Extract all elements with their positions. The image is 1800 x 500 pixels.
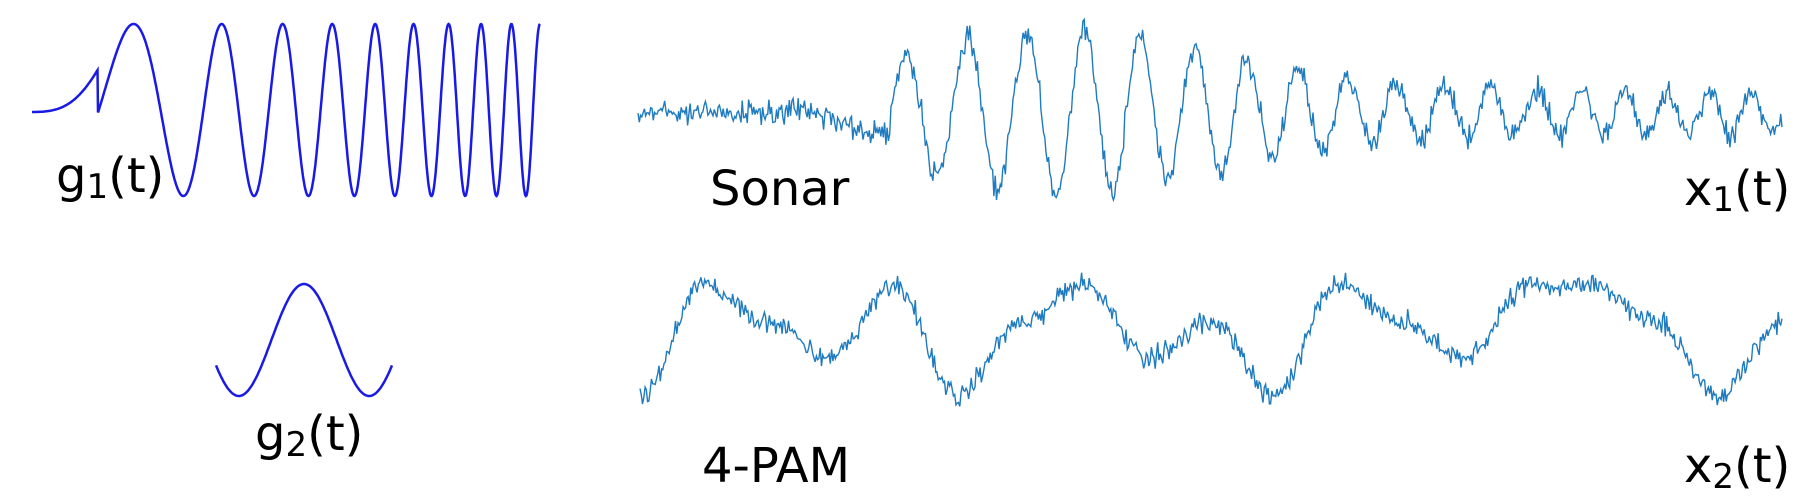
x1-label: x1(t) <box>1684 161 1791 220</box>
g2-pulse <box>214 282 394 398</box>
x2-pam-signal <box>639 272 1783 407</box>
pam-label: 4-PAM <box>702 438 850 494</box>
g1-label: g1(t) <box>56 148 165 207</box>
sonar-label: Sonar <box>710 161 850 217</box>
x1-sonar-signal <box>637 17 1783 203</box>
g1-chirp-pulse <box>32 22 541 198</box>
g2-label: g2(t) <box>255 406 364 465</box>
x2-label: x2(t) <box>1684 438 1791 497</box>
